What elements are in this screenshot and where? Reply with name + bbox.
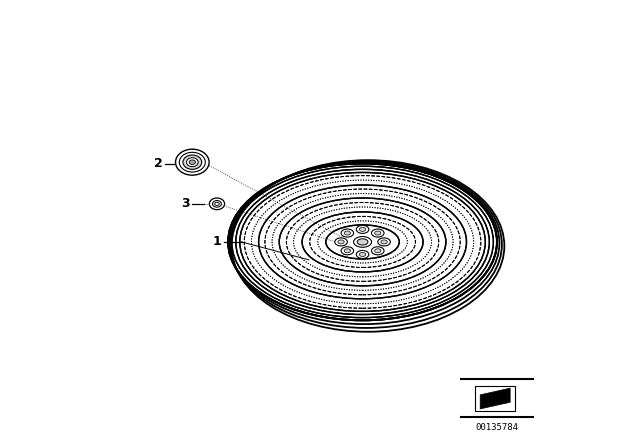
Text: 2: 2 bbox=[154, 157, 163, 170]
Ellipse shape bbox=[360, 227, 365, 231]
Ellipse shape bbox=[371, 247, 384, 255]
Polygon shape bbox=[480, 388, 510, 409]
Text: 3: 3 bbox=[182, 197, 190, 211]
Ellipse shape bbox=[179, 152, 205, 172]
Ellipse shape bbox=[360, 253, 365, 256]
Ellipse shape bbox=[356, 225, 369, 233]
Ellipse shape bbox=[374, 231, 381, 235]
Ellipse shape bbox=[175, 149, 209, 175]
Ellipse shape bbox=[183, 155, 202, 169]
Ellipse shape bbox=[374, 249, 381, 253]
Ellipse shape bbox=[189, 160, 195, 164]
Ellipse shape bbox=[212, 200, 221, 207]
Ellipse shape bbox=[381, 240, 387, 244]
Text: 00135784: 00135784 bbox=[476, 423, 518, 432]
Ellipse shape bbox=[353, 237, 371, 247]
Ellipse shape bbox=[186, 158, 198, 167]
Ellipse shape bbox=[356, 250, 369, 258]
Ellipse shape bbox=[209, 198, 225, 210]
Ellipse shape bbox=[341, 229, 354, 237]
Bar bbox=[476, 386, 515, 411]
Ellipse shape bbox=[371, 229, 384, 237]
Ellipse shape bbox=[228, 164, 497, 320]
Ellipse shape bbox=[344, 249, 351, 253]
Text: 1: 1 bbox=[212, 235, 221, 249]
Ellipse shape bbox=[344, 231, 351, 235]
Ellipse shape bbox=[335, 238, 348, 246]
Ellipse shape bbox=[338, 240, 344, 244]
Ellipse shape bbox=[214, 202, 219, 205]
Ellipse shape bbox=[357, 239, 368, 245]
Ellipse shape bbox=[341, 247, 354, 255]
Ellipse shape bbox=[378, 238, 390, 246]
